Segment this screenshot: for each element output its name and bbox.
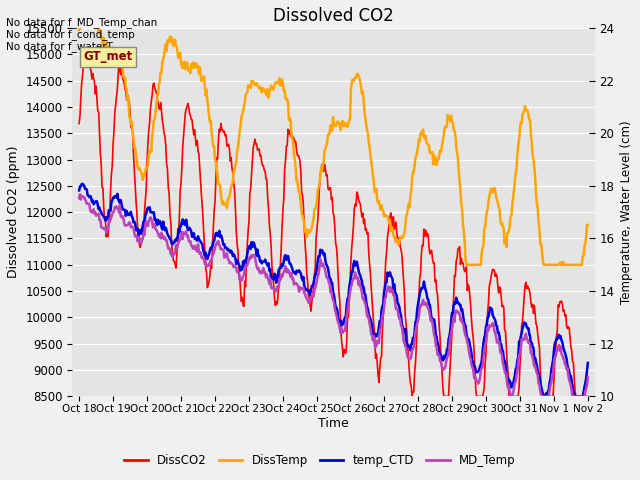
Y-axis label: Dissolved CO2 (ppm): Dissolved CO2 (ppm) bbox=[7, 146, 20, 278]
Y-axis label: Temperature, Water Level (cm): Temperature, Water Level (cm) bbox=[620, 120, 633, 304]
Title: Dissolved CO2: Dissolved CO2 bbox=[273, 7, 394, 25]
Text: No data for f_MD_Temp_chan: No data for f_MD_Temp_chan bbox=[6, 17, 157, 28]
X-axis label: Time: Time bbox=[318, 417, 349, 430]
Text: No data for f_cond_temp: No data for f_cond_temp bbox=[6, 29, 135, 40]
Text: No data for f_waterT: No data for f_waterT bbox=[6, 41, 113, 52]
Legend: DissCO2, DissTemp, temp_CTD, MD_Temp: DissCO2, DissTemp, temp_CTD, MD_Temp bbox=[120, 449, 520, 472]
Text: GT_met: GT_met bbox=[83, 50, 132, 63]
